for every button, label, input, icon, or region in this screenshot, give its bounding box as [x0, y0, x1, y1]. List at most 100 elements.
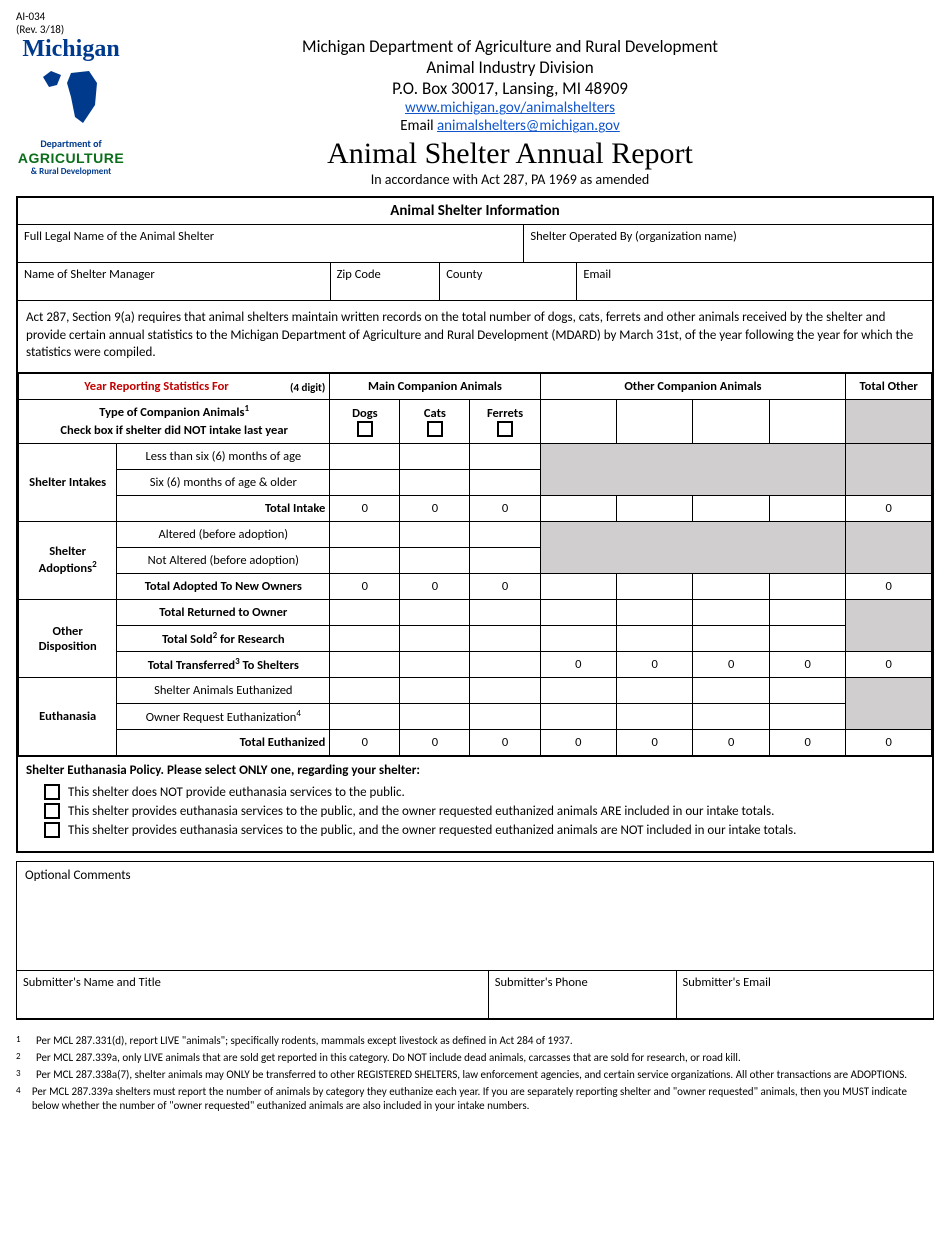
- optional-comments[interactable]: Optional Comments: [16, 861, 934, 971]
- ro-dogs[interactable]: [330, 600, 400, 626]
- field-county[interactable]: County: [440, 263, 577, 301]
- group-intakes: Shelter Intakes: [19, 444, 117, 522]
- ad-alt-ferrets[interactable]: [470, 522, 540, 548]
- ta-dogs: 0: [330, 574, 400, 600]
- label-altered: Altered (before adoption): [117, 522, 330, 548]
- so-o2[interactable]: [617, 626, 693, 652]
- checkbox-policy-3[interactable]: [44, 822, 60, 838]
- ta-o4[interactable]: [769, 574, 845, 600]
- oe-dogs[interactable]: [330, 704, 400, 730]
- field-zip-code[interactable]: Zip Code: [331, 263, 441, 301]
- ti-o2[interactable]: [617, 496, 693, 522]
- so-o1[interactable]: [540, 626, 616, 652]
- in-lt6-ferrets[interactable]: [470, 444, 540, 470]
- ro-o3[interactable]: [693, 600, 769, 626]
- website-link[interactable]: www.michigan.gov/animalshelters: [405, 99, 615, 117]
- ad-na-ferrets[interactable]: [470, 548, 540, 574]
- so-dogs[interactable]: [330, 626, 400, 652]
- oe-o3[interactable]: [693, 704, 769, 730]
- field-operated-by[interactable]: Shelter Operated By (organization name): [524, 225, 932, 263]
- title-column: Michigan Department of Agriculture and R…: [138, 36, 882, 188]
- oe-ferrets[interactable]: [470, 704, 540, 730]
- michigan-script: Michigan: [16, 36, 126, 63]
- ro-cats[interactable]: [400, 600, 470, 626]
- ro-o2[interactable]: [617, 600, 693, 626]
- col-other4[interactable]: [769, 400, 845, 444]
- ro-o4[interactable]: [769, 600, 845, 626]
- ad-alt-cats[interactable]: [400, 522, 470, 548]
- ti-o3[interactable]: [693, 496, 769, 522]
- field-submitter-email[interactable]: Submitter's Email: [677, 971, 934, 1019]
- field-email[interactable]: Email: [577, 263, 932, 301]
- ad-na-dogs[interactable]: [330, 548, 400, 574]
- oe-cats[interactable]: [400, 704, 470, 730]
- te-o3: 0: [693, 730, 769, 756]
- field-submitter-phone[interactable]: Submitter's Phone: [489, 971, 677, 1019]
- se-o2[interactable]: [617, 678, 693, 704]
- ti-ferrets: 0: [470, 496, 540, 522]
- cats-label: Cats: [424, 406, 446, 421]
- checkbox-policy-1[interactable]: [44, 784, 60, 800]
- in-ge6-ferrets[interactable]: [470, 470, 540, 496]
- ferrets-label: Ferrets: [487, 406, 523, 421]
- checkbox-cats[interactable]: [427, 421, 443, 437]
- in-ge6-cats[interactable]: [400, 470, 470, 496]
- in-ge6-dogs[interactable]: [330, 470, 400, 496]
- grey-euth-total: [846, 678, 932, 730]
- row-transferred: Total Transferred3 To Shelters 0 0 0 0 0: [19, 652, 932, 678]
- label-transferred: Total Transferred3 To Shelters: [117, 652, 330, 678]
- ti-o1[interactable]: [540, 496, 616, 522]
- ad-alt-dogs[interactable]: [330, 522, 400, 548]
- col-other1[interactable]: [540, 400, 616, 444]
- ad-na-cats[interactable]: [400, 548, 470, 574]
- tr-cats[interactable]: [400, 652, 470, 678]
- so-o4[interactable]: [769, 626, 845, 652]
- ro-o1[interactable]: [540, 600, 616, 626]
- se-dogs[interactable]: [330, 678, 400, 704]
- field-submitter-name[interactable]: Submitter's Name and Title: [17, 971, 489, 1019]
- footnote-1: 1 Per MCL 287.331(d), report LIVE "anima…: [16, 1034, 934, 1049]
- ro-ferrets[interactable]: [470, 600, 540, 626]
- ta-o3[interactable]: [693, 574, 769, 600]
- ti-o4[interactable]: [769, 496, 845, 522]
- logo-dept: Department of: [16, 137, 126, 150]
- year-reporting-label: Year Reporting Statistics For: [84, 379, 228, 394]
- footnote-3: 3 Per MCL 287.338a(7), shelter animals m…: [16, 1068, 934, 1083]
- se-ferrets[interactable]: [470, 678, 540, 704]
- se-o4[interactable]: [769, 678, 845, 704]
- se-o3[interactable]: [693, 678, 769, 704]
- so-cats[interactable]: [400, 626, 470, 652]
- in-lt6-dogs[interactable]: [330, 444, 400, 470]
- email-link[interactable]: animalshelters@michigan.gov: [437, 117, 620, 135]
- so-o3[interactable]: [693, 626, 769, 652]
- se-cats[interactable]: [400, 678, 470, 704]
- oe-o1[interactable]: [540, 704, 616, 730]
- ta-total: 0: [846, 574, 932, 600]
- oe-o2[interactable]: [617, 704, 693, 730]
- col-other2[interactable]: [617, 400, 693, 444]
- se-o1[interactable]: [540, 678, 616, 704]
- tr-dogs[interactable]: [330, 652, 400, 678]
- footnote-2: 2 Per MCL 287.339a, only LIVE animals th…: [16, 1051, 934, 1066]
- fn1-text: Per MCL 287.331(d), report LIVE "animals…: [36, 1034, 573, 1049]
- field-full-legal-name[interactable]: Full Legal Name of the Animal Shelter: [18, 225, 524, 263]
- ta-o2[interactable]: [617, 574, 693, 600]
- ta-cats: 0: [400, 574, 470, 600]
- so-ferrets[interactable]: [470, 626, 540, 652]
- in-lt6-cats[interactable]: [400, 444, 470, 470]
- grey-adopt-other: [540, 522, 846, 574]
- checkbox-policy-2[interactable]: [44, 803, 60, 819]
- total-other-blank: [846, 400, 932, 444]
- year-reporting-cell[interactable]: Year Reporting Statistics For (4 digit): [19, 374, 330, 400]
- field-manager-name[interactable]: Name of Shelter Manager: [18, 263, 331, 301]
- label-total-adopted: Total Adopted To New Owners: [117, 574, 330, 600]
- col-cats: Cats: [400, 400, 470, 444]
- checkbox-ferrets[interactable]: [497, 421, 513, 437]
- col-other3[interactable]: [693, 400, 769, 444]
- checkbox-dogs[interactable]: [357, 421, 373, 437]
- ta-o1[interactable]: [540, 574, 616, 600]
- oe-o4[interactable]: [769, 704, 845, 730]
- tr-ferrets[interactable]: [470, 652, 540, 678]
- agency-name: Michigan Department of Agriculture and R…: [138, 36, 882, 57]
- document-title: Animal Shelter Annual Report: [138, 137, 882, 171]
